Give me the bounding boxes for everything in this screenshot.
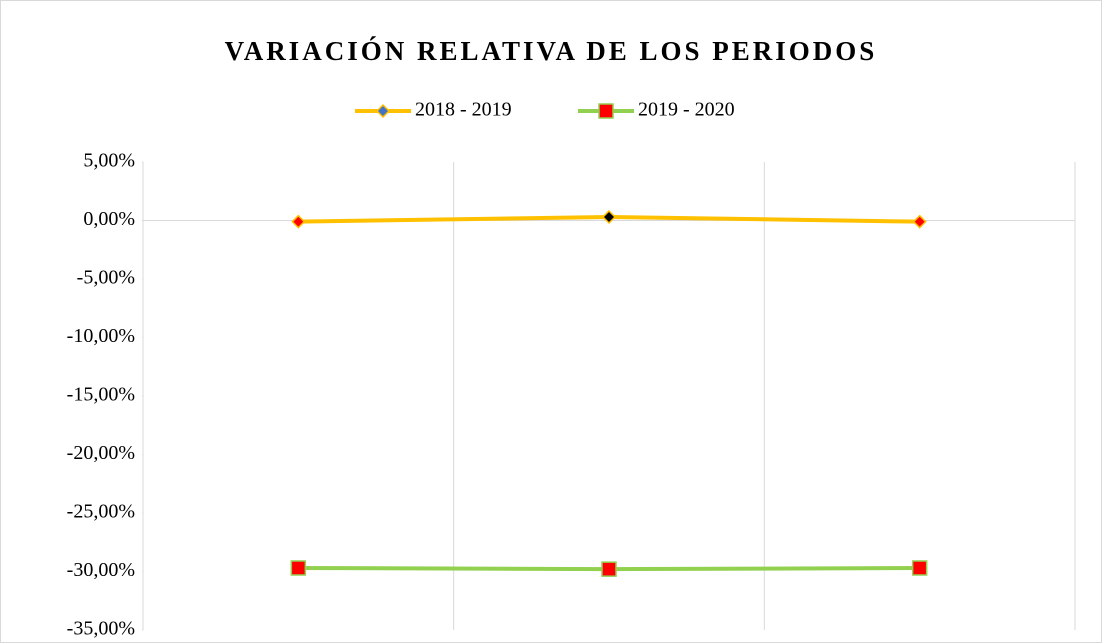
y-tick-label: -20,00% xyxy=(67,442,135,464)
marker xyxy=(601,209,617,225)
legend-marker xyxy=(375,103,391,119)
y-tick-label: -10,00% xyxy=(67,325,135,347)
y-tick-label: 0,00% xyxy=(83,208,135,230)
y-tick-label: -30,00% xyxy=(67,559,135,581)
y-tick-label: -35,00% xyxy=(67,618,135,640)
y-tick-label: 5,00% xyxy=(83,150,135,172)
y-tick-label: -15,00% xyxy=(67,384,135,406)
legend-label: 2019 - 2020 xyxy=(638,99,735,121)
y-tick-label: -5,00% xyxy=(77,267,135,289)
marker xyxy=(290,560,307,576)
marker xyxy=(912,214,927,229)
marker xyxy=(291,214,306,229)
legend-label: 2018 - 2019 xyxy=(415,99,512,121)
legend-marker xyxy=(598,103,614,119)
y-tick-label: -25,00% xyxy=(67,501,135,523)
chart-title: VARIACIÓN RELATIVA DE LOS PERIODOS xyxy=(225,36,878,66)
marker xyxy=(601,561,617,577)
marker xyxy=(911,560,928,576)
